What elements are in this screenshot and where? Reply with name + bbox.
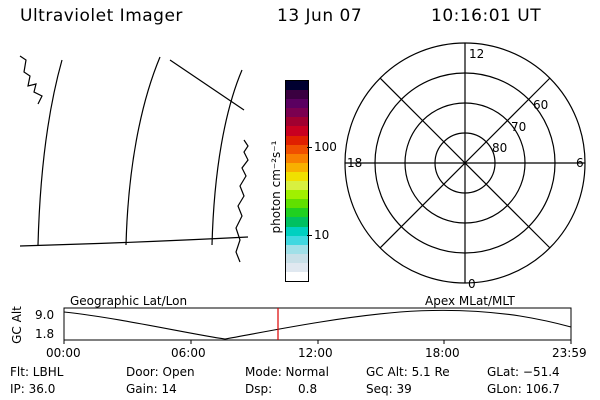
latitude-line bbox=[19, 236, 249, 247]
altitude-curve bbox=[63, 309, 572, 340]
colorbar-unit-label: photon cm⁻²s⁻¹ bbox=[269, 140, 283, 234]
glon-readout: GLon: 106.7 bbox=[487, 382, 560, 396]
colorbar-segment bbox=[286, 126, 308, 136]
colorbar-segment bbox=[286, 271, 308, 281]
lat-ring bbox=[404, 102, 526, 224]
mlt-label-0: 0 bbox=[468, 277, 476, 291]
mlt-label-18: 18 bbox=[347, 156, 363, 170]
map-boundary-line bbox=[169, 59, 245, 111]
timeline-xtick: 12:00 bbox=[298, 346, 333, 360]
colorbar-segment bbox=[286, 90, 308, 100]
colorbar-segment bbox=[286, 226, 308, 236]
time-label: 10:16:01 UT bbox=[431, 6, 542, 26]
timeline-ytick-low: 1.8 bbox=[35, 327, 55, 341]
colorbar-segment bbox=[286, 117, 308, 127]
colorbar-segment bbox=[286, 135, 308, 145]
colorbar-segment bbox=[286, 99, 308, 109]
timeline-xtick: 06:00 bbox=[171, 346, 206, 360]
mlt-label-6: 6 bbox=[576, 156, 584, 170]
colorbar-segment bbox=[286, 253, 308, 263]
app-title: Ultraviolet Imager bbox=[20, 6, 183, 26]
lat-ring bbox=[434, 132, 496, 194]
timeline-frame bbox=[63, 307, 572, 341]
filter-readout: Flt: LBHL bbox=[10, 365, 64, 379]
colorbar-segment bbox=[286, 199, 308, 209]
colorbar-segment bbox=[286, 81, 308, 91]
colorbar-segment bbox=[286, 244, 308, 254]
timeline-ytick-high: 9.0 bbox=[35, 308, 55, 322]
colorbar bbox=[285, 80, 309, 282]
colorbar-segment bbox=[286, 235, 308, 245]
colorbar-segment bbox=[286, 108, 308, 118]
timeline-xtick: 00:00 bbox=[46, 346, 81, 360]
colorbar-segment bbox=[286, 171, 308, 182]
lat-label-60: 60 bbox=[533, 98, 549, 112]
colorbar-segment bbox=[286, 144, 308, 154]
lat-label-70: 70 bbox=[511, 120, 527, 134]
colorbar-tick bbox=[307, 235, 312, 236]
colorbar-segment bbox=[286, 208, 308, 218]
colorbar-tick-label: 100 bbox=[314, 140, 337, 154]
dsp-value: 0.8 bbox=[298, 382, 318, 396]
colorbar-tick bbox=[307, 147, 312, 148]
coastline bbox=[19, 55, 43, 105]
glat-readout: GLat: −51.4 bbox=[487, 365, 560, 379]
mlt-label-12: 12 bbox=[469, 47, 485, 61]
map-arc bbox=[211, 69, 243, 246]
map-arc bbox=[37, 59, 63, 246]
timeline-axis-label: GC Alt bbox=[9, 306, 24, 344]
colorbar-segment bbox=[286, 217, 308, 227]
gain-readout: Gain: 14 bbox=[126, 382, 177, 396]
colorbar-segment bbox=[286, 190, 308, 200]
date-label: 13 Jun 07 bbox=[277, 6, 363, 26]
seq-readout: Seq: 39 bbox=[366, 382, 412, 396]
mlt-line bbox=[379, 77, 551, 249]
colorbar-segment bbox=[286, 262, 308, 272]
colorbar-segment bbox=[286, 181, 308, 191]
mlt-line bbox=[379, 77, 551, 249]
mode-readout: Mode: Normal bbox=[245, 365, 329, 379]
door-readout: Door: Open bbox=[126, 365, 195, 379]
dsp-label: Dsp: bbox=[245, 382, 273, 396]
lat-ring bbox=[344, 42, 586, 284]
coastline bbox=[235, 139, 249, 263]
timeline-left-title: Geographic Lat/Lon bbox=[70, 294, 188, 308]
timeline-right-title: Apex MLat/MLT bbox=[425, 294, 515, 308]
map-arc bbox=[125, 56, 161, 246]
timeline-xtick: 18:00 bbox=[425, 346, 460, 360]
ip-readout: IP: 36.0 bbox=[10, 382, 56, 396]
colorbar-segment bbox=[286, 162, 308, 172]
gc-alt-readout: GC Alt: 5.1 Re bbox=[366, 365, 450, 379]
lat-label-80: 80 bbox=[492, 141, 508, 155]
timeline-xtick: 23:59 bbox=[552, 346, 587, 360]
colorbar-segment bbox=[286, 153, 308, 163]
colorbar-tick-label: 10 bbox=[314, 228, 330, 242]
lat-ring bbox=[374, 72, 556, 254]
